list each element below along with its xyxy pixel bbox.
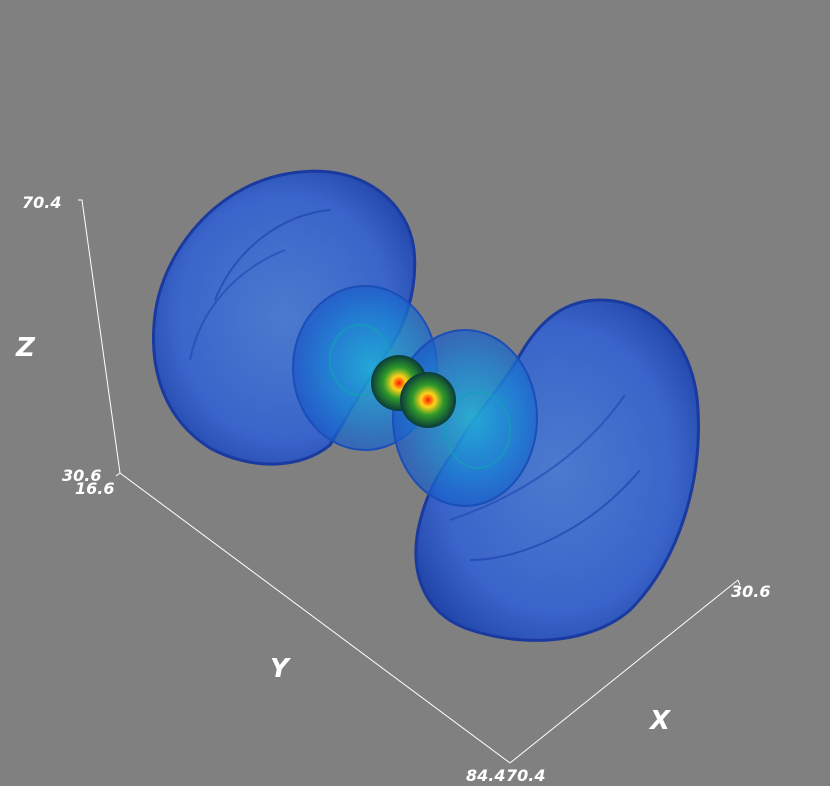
z-axis-line: [78, 199, 121, 474]
x-axis-max-tick: 30.6: [731, 582, 771, 601]
y-axis-max-tick: 84.4: [466, 766, 506, 785]
z-axis-title: Z: [16, 333, 35, 363]
z-axis-min-tick: 30.6: [62, 466, 102, 485]
y-axis-line: [119, 472, 511, 764]
x-axis-min-tick: 70.4: [506, 766, 546, 785]
x-axis-line: [509, 579, 739, 764]
inner-core-right: [400, 372, 456, 428]
y-axis-title: Y: [270, 654, 289, 684]
x-axis-title: X: [650, 706, 671, 736]
axes-lines: [78, 199, 741, 764]
z-axis-max-tick: 70.4: [22, 193, 62, 212]
y-axis-min-tick: 16.6: [75, 479, 115, 498]
